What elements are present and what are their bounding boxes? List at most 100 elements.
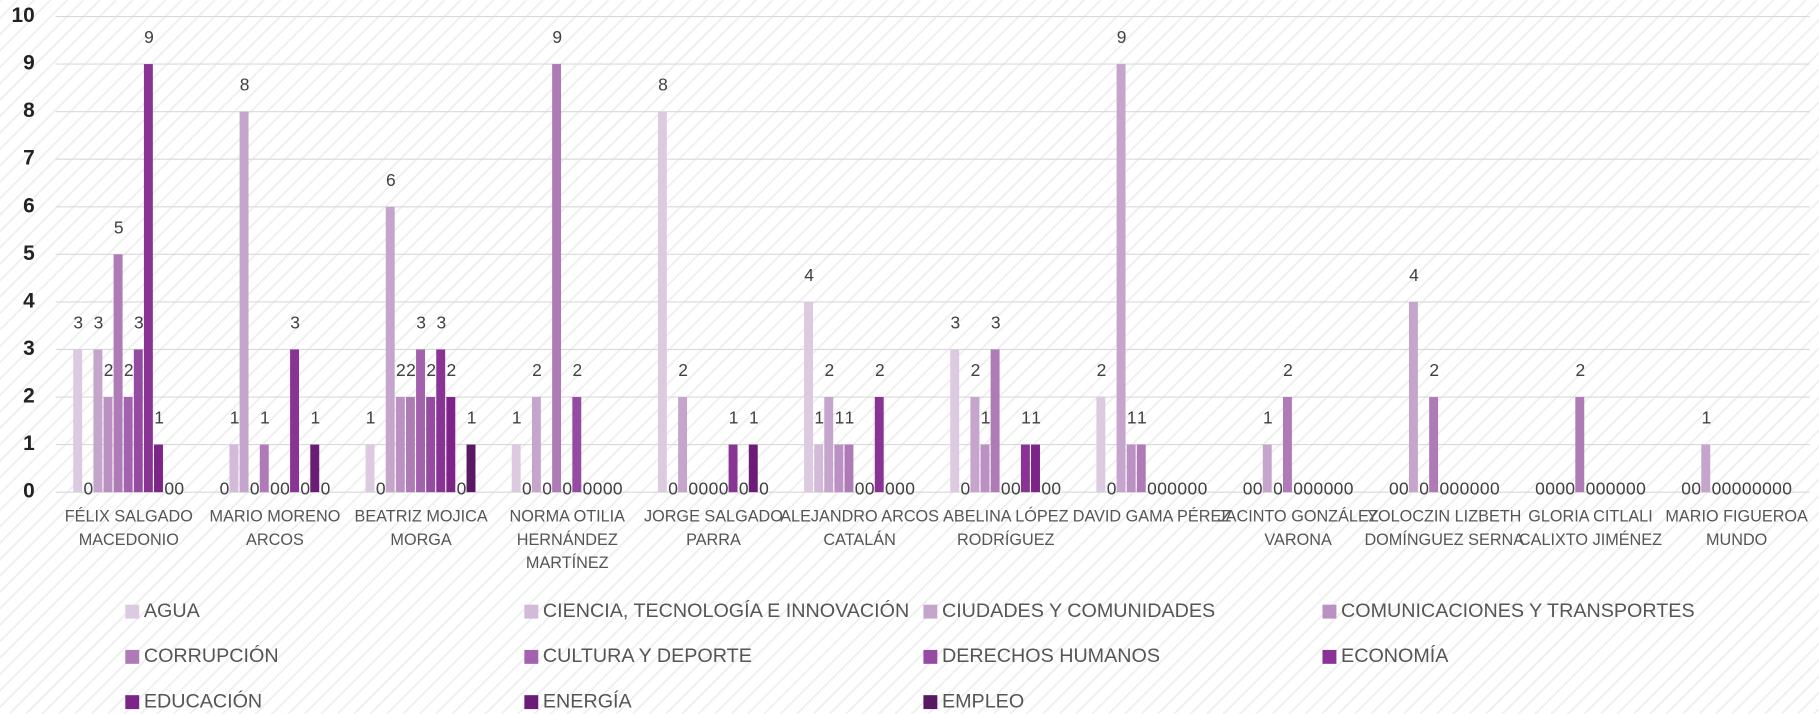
data-label: 0 (1157, 478, 1167, 498)
data-label: 0 (1596, 478, 1606, 498)
data-label: 0 (855, 478, 865, 498)
data-label: 0 (895, 478, 905, 498)
data-label: 0 (699, 478, 709, 498)
bar (1136, 444, 1146, 493)
bar (143, 64, 153, 493)
data-label: 0 (593, 478, 603, 498)
data-label: 2 (1429, 360, 1439, 380)
legend-label: COMUNICACIONES Y TRANSPORTES (1341, 600, 1695, 622)
data-label: 0 (1712, 478, 1722, 498)
data-label: 0 (1586, 478, 1596, 498)
bar (93, 349, 103, 493)
data-label: 0 (1324, 478, 1334, 498)
x-tick-label: NORMA OTILIA HERNÁNDEZ MARTÍNEZ (510, 508, 626, 572)
data-label: 0 (603, 478, 613, 498)
data-label: 1 (1137, 408, 1147, 428)
bar (446, 397, 456, 493)
bar (804, 301, 814, 493)
bar (728, 444, 738, 493)
data-label: 0 (1344, 478, 1354, 498)
y-tick-label: 4 (23, 289, 35, 312)
data-label: 3 (73, 313, 83, 333)
data-label: 0 (1399, 478, 1409, 498)
data-label: 0 (562, 478, 572, 498)
data-label: 0 (1691, 478, 1701, 498)
data-label: 0 (1565, 478, 1575, 498)
data-label: 0 (1535, 478, 1545, 498)
data-label: 0 (739, 478, 749, 498)
legend-swatch (524, 695, 539, 710)
data-label: 3 (436, 313, 446, 333)
legend-label: CIENCIA, TECNOLOGÍA E INNOVACIÓN (543, 599, 909, 622)
data-label: 1 (1127, 408, 1137, 428)
data-label: 2 (875, 360, 885, 380)
data-label: 0 (542, 478, 552, 498)
data-label: 0 (961, 478, 971, 498)
data-label: 0 (1480, 478, 1490, 498)
bar (834, 444, 844, 493)
data-label: 0 (522, 478, 532, 498)
data-label: 1 (1031, 408, 1041, 428)
data-label: 8 (658, 75, 668, 95)
bar (531, 397, 541, 493)
y-tick-label: 8 (23, 99, 35, 122)
data-label: 0 (709, 478, 719, 498)
bar (73, 349, 83, 493)
legend-swatch (125, 604, 140, 619)
data-label: 0 (300, 478, 310, 498)
legend-label: DERECHOS HUMANOS (942, 645, 1160, 667)
data-label: 0 (1303, 478, 1313, 498)
bar (154, 444, 163, 493)
data-label: 1 (230, 408, 240, 428)
legend-swatch (524, 604, 539, 619)
legend-swatch (125, 695, 140, 710)
data-label: 0 (1051, 478, 1061, 498)
data-label: 0 (1460, 478, 1470, 498)
y-tick-label: 3 (23, 337, 35, 360)
legend-swatch (923, 649, 938, 664)
data-label: 8 (240, 75, 250, 95)
bar (466, 444, 476, 493)
data-label: 0 (1041, 478, 1051, 498)
bar (133, 349, 143, 493)
data-label: 2 (1283, 360, 1293, 380)
data-label: 1 (467, 408, 477, 428)
bar (1031, 444, 1040, 493)
data-label: 0 (1188, 478, 1198, 498)
bar (874, 397, 884, 493)
data-label: 2 (104, 360, 114, 380)
data-label: 1 (512, 408, 522, 428)
data-label: 0 (457, 478, 467, 498)
bar (824, 397, 834, 493)
bar (123, 397, 133, 493)
data-label: 3 (290, 313, 300, 333)
data-label: 0 (1636, 478, 1646, 498)
data-label: 0 (1389, 478, 1399, 498)
data-label: 0 (1626, 478, 1636, 498)
data-label: 0 (280, 478, 290, 498)
data-label: 1 (729, 408, 739, 428)
data-label: 0 (1772, 478, 1782, 498)
data-label: 0 (1273, 478, 1283, 498)
bar (1262, 444, 1272, 493)
data-label: 2 (824, 360, 834, 380)
bar (748, 444, 758, 493)
bar (1282, 397, 1292, 493)
data-label: 0 (905, 478, 915, 498)
legend-label: EMPLEO (942, 690, 1024, 712)
data-label: 0 (84, 478, 94, 498)
data-label: 2 (426, 360, 436, 380)
data-label: 3 (991, 313, 1001, 333)
data-label: 0 (1681, 478, 1691, 498)
data-label: 0 (1198, 478, 1208, 498)
data-label: 1 (260, 408, 270, 428)
data-label: 1 (845, 408, 855, 428)
data-label: 0 (1439, 478, 1449, 498)
bar (657, 111, 667, 493)
legend-label: EDUCACIÓN (144, 689, 262, 712)
legend-swatch (923, 604, 938, 619)
data-label: 0 (1334, 478, 1344, 498)
legend-swatch (1322, 649, 1337, 664)
data-label: 0 (270, 478, 280, 498)
y-tick-label: 10 (12, 4, 35, 27)
